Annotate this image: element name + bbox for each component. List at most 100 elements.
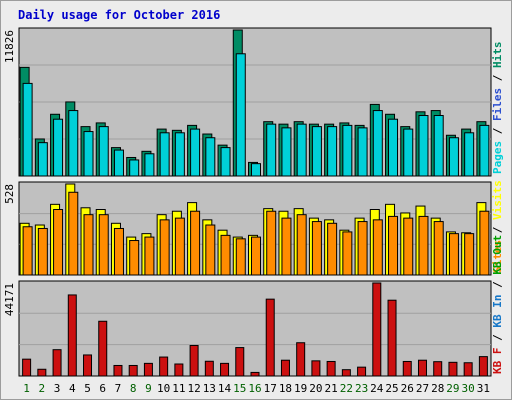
bar-kb-f-day-undefined (83, 354, 93, 377)
bar-files-day-22 (342, 124, 353, 177)
bar-sites-day-undefined (296, 214, 307, 276)
day-label: 1 (23, 382, 30, 395)
bar-kb-f-day-undefined (250, 371, 260, 377)
bar-kb-f-day-undefined (433, 361, 443, 377)
day-label: 29 (446, 382, 459, 395)
bar-files-day-13 (205, 137, 216, 177)
day-label: 17 (264, 382, 277, 395)
day-label: 10 (157, 382, 170, 395)
bar-files-day-2 (37, 142, 48, 177)
day-label: 3 (54, 382, 61, 395)
legend-entry: / (491, 121, 504, 141)
bar-sites-day-undefined (357, 221, 368, 276)
bar-kb-f-day-undefined (174, 363, 184, 377)
bar-kb-f-day-undefined (220, 362, 230, 377)
bar-files-day-4 (68, 110, 79, 177)
bar-files-day-9 (144, 153, 155, 177)
bar-kb-f-day-undefined (189, 344, 199, 377)
bar-files-day-6 (98, 126, 109, 177)
day-label: 31 (477, 382, 490, 395)
plot-area (18, 280, 492, 377)
bar-sites-day-undefined (342, 231, 353, 276)
bar-kb-f-day-undefined (265, 298, 275, 377)
bar-kb-f-day-undefined (52, 349, 62, 377)
legend-entry: KB In (491, 295, 504, 328)
bar-kb-f-day-undefined (417, 359, 427, 377)
day-label: 16 (248, 382, 261, 395)
bar-files-day-19 (296, 123, 307, 177)
bar-kb-f-day-undefined (113, 364, 123, 377)
day-label: 6 (99, 382, 106, 395)
legend-entry: KB F (491, 348, 504, 375)
bar-files-day-3 (53, 118, 64, 177)
day-label: 2 (39, 382, 46, 395)
axis-legend: Pages / Files / Hits (491, 42, 504, 175)
bar-kb-f-day-undefined (128, 364, 138, 377)
legend-entry: Pages (491, 141, 504, 174)
bar-kb-f-day-undefined (448, 361, 458, 377)
bar-files-day-25 (388, 118, 399, 177)
bar-files-day-20 (311, 126, 322, 177)
legend-entry: / (491, 275, 504, 295)
bar-sites-day-undefined (159, 219, 170, 276)
bar-kb-f-day-undefined (98, 320, 108, 377)
bar-kb-f-day-undefined (341, 369, 351, 377)
bar-files-day-8 (129, 159, 140, 177)
bar-kb-f-day-undefined (402, 360, 412, 377)
bar-sites-day-undefined (174, 217, 185, 276)
day-axis-labels: 1 2 3 4 5 6 7 8 9 10 11 12 13 14 15 16 17 18 19 20 21 22 23 24 2… (23, 382, 490, 395)
bar-sites-day-undefined (372, 219, 383, 276)
bar-kb-f-day-undefined (463, 362, 473, 377)
day-label: 18 (279, 382, 292, 395)
bar-sites-day-undefined (266, 210, 277, 276)
bar-sites-day-undefined (448, 233, 459, 276)
ymax-label: 528 (3, 184, 16, 204)
day-label: 4 (69, 382, 76, 395)
axis-legend: Sites / Visits (491, 180, 504, 273)
bar-sites-day-undefined (433, 221, 444, 276)
panel-top: 11826 Pages / Files / Hits (3, 27, 504, 177)
bar-files-day-30 (464, 132, 475, 177)
day-label: 7 (115, 382, 122, 395)
panel-bottom: 44171 KB F / KB In / KB Out (3, 235, 504, 377)
bar-sites-day-undefined (235, 238, 246, 276)
bar-files-day-21 (327, 126, 338, 177)
bar-sites-day-undefined (220, 234, 231, 276)
day-label: 9 (145, 382, 152, 395)
bar-files-day-23 (357, 127, 368, 177)
panel-middle: 528 Sites / Visits (3, 180, 504, 276)
bar-kb-f-day-undefined (357, 366, 367, 377)
legend-entry: Files (491, 88, 504, 121)
legend-entry: KB Out (491, 235, 504, 275)
bar-sites-day-undefined (464, 233, 475, 276)
bar-files-day-29 (448, 137, 459, 177)
bar-kb-f-day-undefined (296, 342, 306, 377)
legend-entry: Visits (491, 180, 504, 220)
chart-panels: 11826 Pages / Files / Hits 528 Sites / Visi… (3, 27, 504, 377)
bar-kb-f-day-undefined (204, 360, 214, 377)
bar-files-day-14 (220, 147, 231, 177)
bar-sites-day-undefined (311, 221, 322, 276)
day-label: 27 (416, 382, 429, 395)
bar-kb-f-day-undefined (311, 360, 321, 377)
bar-sites-day-undefined (281, 217, 292, 276)
bar-files-day-1 (22, 82, 33, 177)
ymax-label: 44171 (3, 283, 16, 316)
bar-kb-f-day-undefined (37, 368, 47, 377)
bar-sites-day-undefined (113, 227, 124, 276)
bar-sites-day-undefined (388, 215, 399, 276)
legend-entry: Sites (491, 240, 504, 273)
bar-sites-day-undefined (53, 209, 64, 276)
bar-kb-f-day-undefined (159, 356, 169, 377)
day-label: 25 (385, 382, 398, 395)
ymax-label: 11826 (3, 30, 16, 63)
bar-files-day-31 (479, 124, 490, 177)
day-label: 5 (84, 382, 91, 395)
bar-files-day-24 (372, 110, 383, 177)
day-label: 21 (325, 382, 338, 395)
bar-kb-f-day-undefined (372, 282, 382, 377)
chart-title: Daily usage for October 2016 (18, 8, 220, 22)
day-label: 19 (294, 382, 307, 395)
